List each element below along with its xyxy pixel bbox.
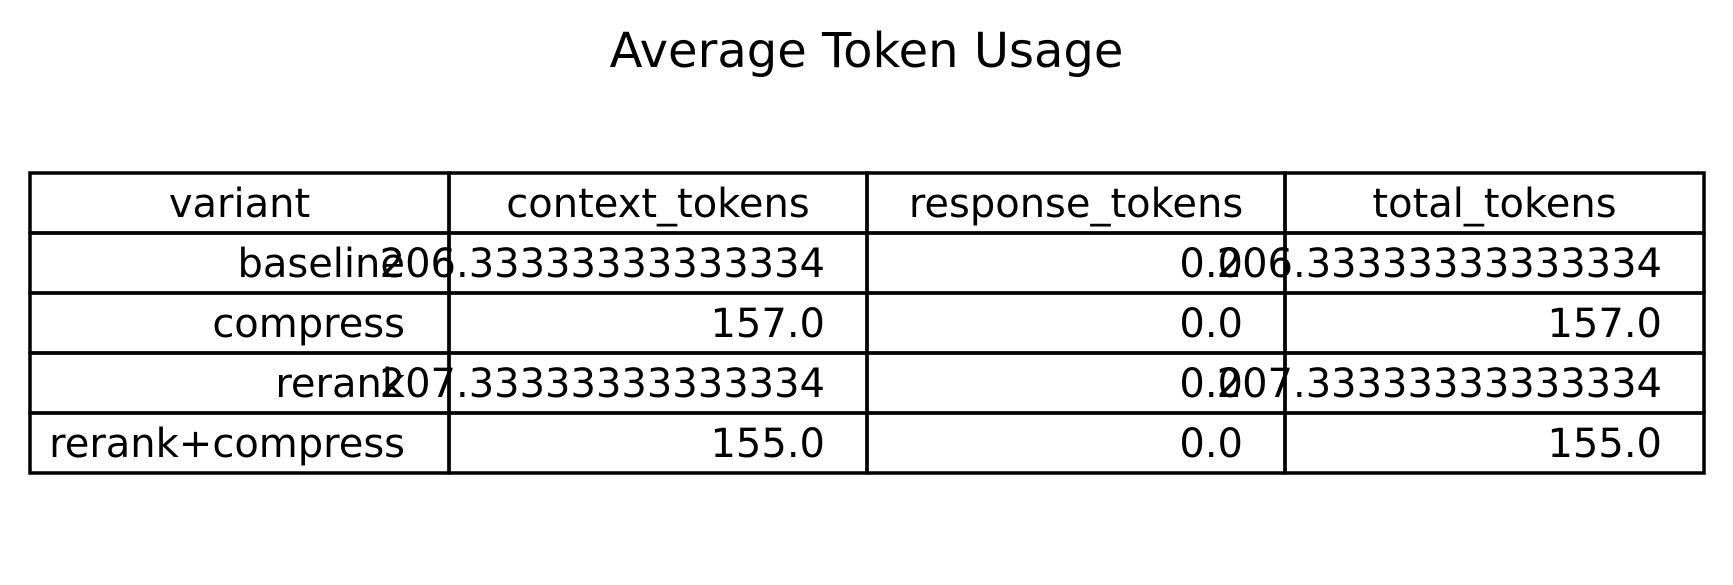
table-cell-context-tokens: 155.0 xyxy=(710,421,825,467)
table-cell-border xyxy=(1283,411,1706,475)
column-header-variant: variant xyxy=(169,181,310,227)
table-cell-total-tokens: 207.33333333333334 xyxy=(1217,361,1662,407)
table-cell-context-tokens: 157.0 xyxy=(710,301,825,347)
table-cell-response-tokens: 0.0 xyxy=(1179,361,1243,407)
row-label-cell: baseline xyxy=(237,241,405,287)
column-header-context-tokens: context_tokens xyxy=(506,181,809,227)
table-cell-total-tokens: 155.0 xyxy=(1547,421,1662,467)
table-cell-total-tokens: 206.33333333333334 xyxy=(1217,241,1662,287)
row-label-cell: compress xyxy=(212,301,405,347)
row-label-cell: rerank xyxy=(275,361,405,407)
table-cell-total-tokens: 157.0 xyxy=(1547,301,1662,347)
chart-title: Average Token Usage xyxy=(609,23,1124,79)
table-cell-response-tokens: 0.0 xyxy=(1179,301,1243,347)
table-cell-response-tokens: 0.0 xyxy=(1179,421,1243,467)
column-header-total-tokens: total_tokens xyxy=(1372,181,1616,227)
column-header-response-tokens: response_tokens xyxy=(909,181,1243,227)
row-label-cell: rerank+compress xyxy=(49,421,405,467)
table-cell-context-tokens: 206.33333333333334 xyxy=(380,241,825,287)
table-cell-response-tokens: 0.0 xyxy=(1179,241,1243,287)
table-cell-context-tokens: 207.33333333333334 xyxy=(380,361,825,407)
